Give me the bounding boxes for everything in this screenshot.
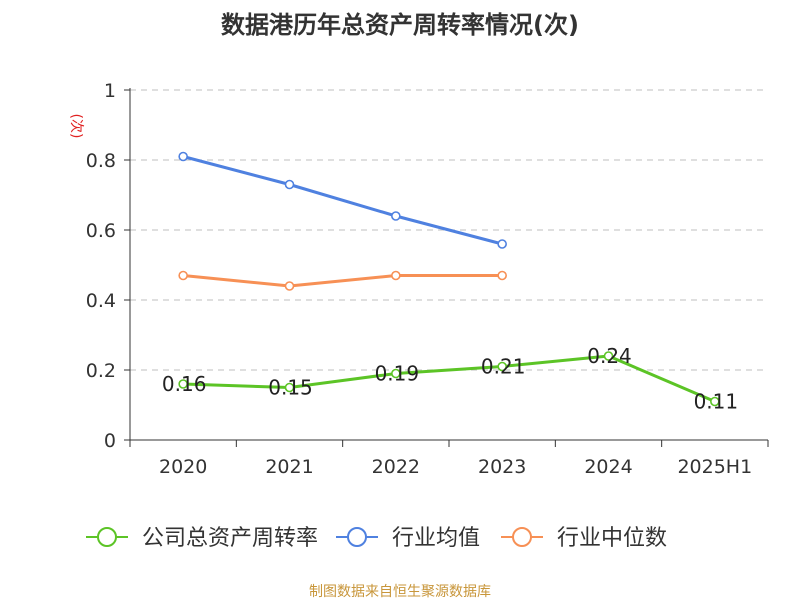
x-tick-label: 2020 bbox=[159, 456, 207, 478]
legend-marker bbox=[97, 527, 117, 547]
y-tick-label: 1 bbox=[104, 80, 116, 102]
legend-marker bbox=[512, 527, 532, 547]
data-point[interactable] bbox=[497, 270, 507, 281]
data-point[interactable] bbox=[391, 211, 401, 221]
y-axis-label: (次) bbox=[68, 114, 84, 139]
data-point[interactable] bbox=[178, 270, 188, 281]
y-tick-label: 0 bbox=[104, 430, 116, 452]
data-point[interactable] bbox=[391, 270, 401, 281]
data-point[interactable] bbox=[284, 281, 295, 291]
x-tick-label: 2024 bbox=[584, 456, 632, 478]
y-tick-label: 0.4 bbox=[86, 290, 116, 312]
legend-item[interactable]: 行业均值 bbox=[336, 526, 480, 551]
data-label: 0.16 bbox=[162, 372, 207, 396]
data-labels: 0.16 0.15 0.19 0.21 0.24 0.11 bbox=[162, 344, 738, 414]
legend-label: 行业均值 bbox=[392, 526, 480, 551]
data-label: 0.15 bbox=[268, 376, 313, 400]
legend-item[interactable]: 行业中位数 bbox=[501, 526, 667, 551]
chart-title: 数据港历年总资产周转率情况(次) bbox=[221, 11, 579, 39]
series bbox=[178, 151, 720, 407]
data-label: 0.11 bbox=[694, 390, 739, 414]
x-tick-label: 2021 bbox=[265, 456, 313, 478]
data-point[interactable] bbox=[178, 379, 188, 389]
source-note: 制图数据来自恒生聚源数据库 bbox=[309, 584, 491, 600]
data-label: 0.24 bbox=[587, 344, 632, 368]
data-point[interactable] bbox=[284, 382, 295, 393]
y-tick-label: 0.2 bbox=[86, 360, 116, 382]
data-point[interactable] bbox=[178, 151, 188, 162]
data-point[interactable] bbox=[284, 179, 295, 190]
x-tick-label: 2022 bbox=[372, 456, 420, 478]
legend-item[interactable]: 公司总资产周转率 bbox=[86, 526, 318, 551]
y-tick-label: 0.8 bbox=[86, 150, 116, 172]
series-line bbox=[183, 354, 716, 403]
axes: 0 0.2 0.4 0.6 0.8 1 2020 2021 2022 2023 2024 2025H1 bbox=[86, 80, 769, 478]
legend[interactable]: 公司总资产周转率 行业均值 行业中位数 bbox=[86, 526, 667, 551]
y-tick-label: 0.6 bbox=[86, 220, 116, 242]
data-point[interactable] bbox=[603, 351, 614, 361]
data-label: 0.19 bbox=[375, 362, 420, 386]
legend-label: 公司总资产周转率 bbox=[142, 526, 318, 551]
series-line bbox=[182, 155, 503, 246]
data-label: 0.21 bbox=[481, 355, 526, 379]
x-tick-label: 2025H1 bbox=[677, 456, 752, 478]
series-line bbox=[183, 274, 503, 288]
data-point[interactable] bbox=[497, 239, 507, 249]
data-point[interactable] bbox=[391, 368, 401, 379]
x-tick-label: 2023 bbox=[478, 456, 526, 478]
legend-label: 行业中位数 bbox=[557, 526, 667, 551]
data-point[interactable] bbox=[710, 396, 720, 407]
data-point[interactable] bbox=[497, 361, 507, 372]
legend-marker bbox=[347, 527, 367, 547]
